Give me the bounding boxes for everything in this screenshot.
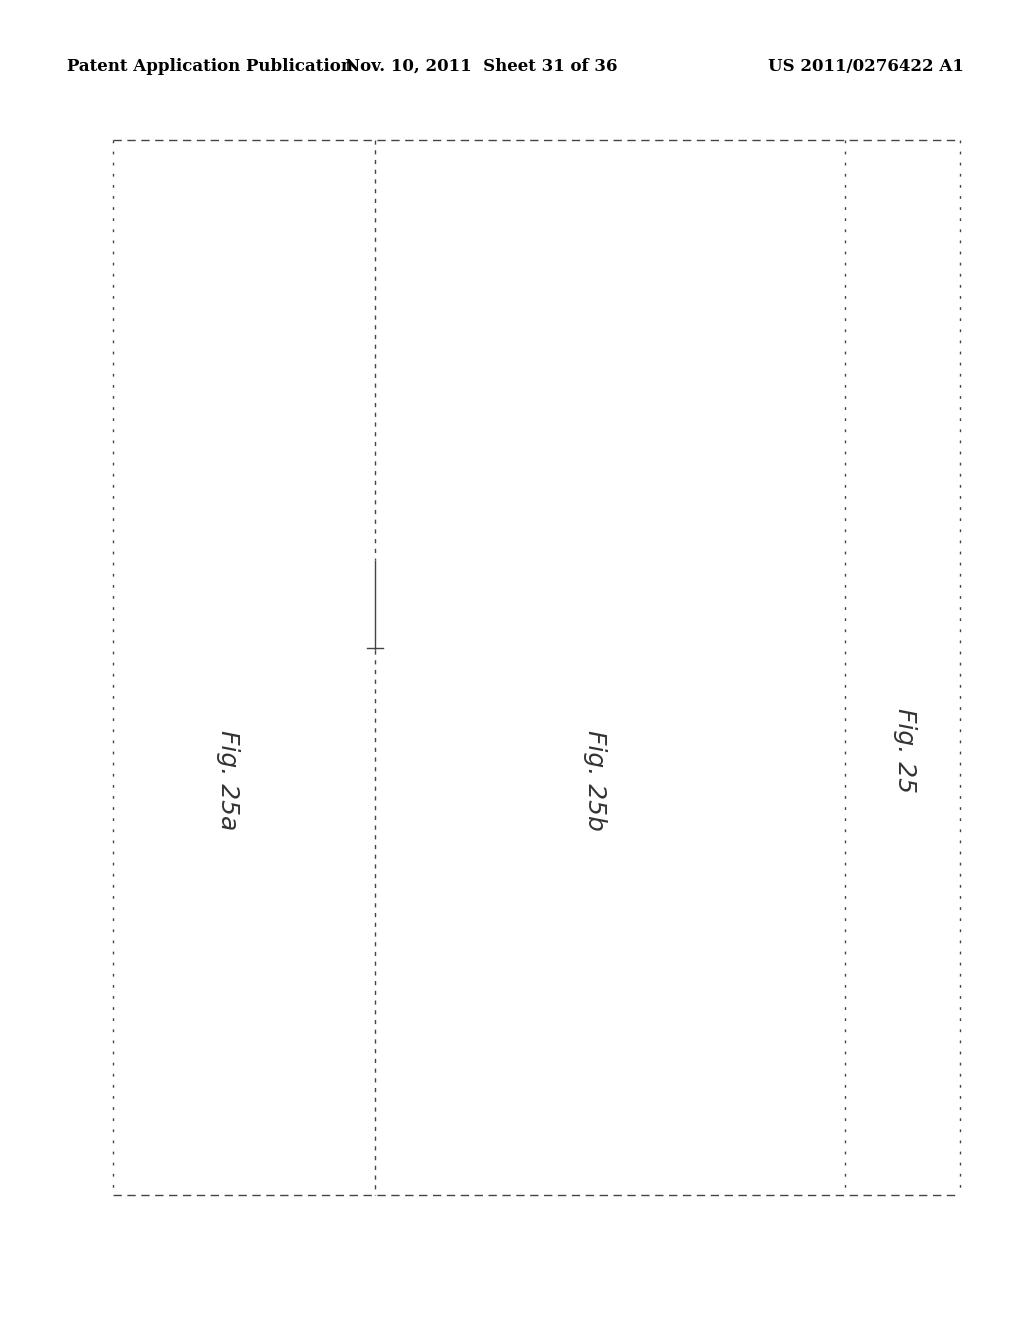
Text: Fig. 25b: Fig. 25b xyxy=(583,730,607,830)
Text: US 2011/0276422 A1: US 2011/0276422 A1 xyxy=(768,58,964,75)
Text: Nov. 10, 2011  Sheet 31 of 36: Nov. 10, 2011 Sheet 31 of 36 xyxy=(345,58,617,75)
Text: Fig. 25a: Fig. 25a xyxy=(216,730,240,830)
Text: Fig. 25: Fig. 25 xyxy=(893,708,918,792)
Text: Patent Application Publication: Patent Application Publication xyxy=(67,58,353,75)
